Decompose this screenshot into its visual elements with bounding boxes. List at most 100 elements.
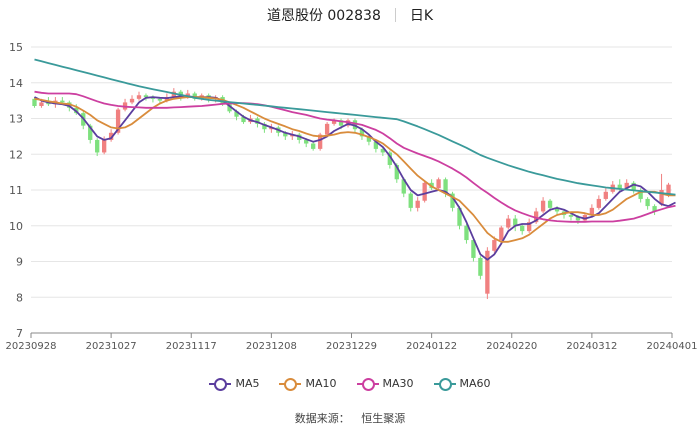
- x-tick-label: 20231229: [326, 341, 377, 352]
- candle-body: [380, 148, 386, 153]
- candle-body: [157, 98, 163, 101]
- x-tick-label: 20240122: [406, 341, 457, 352]
- legend-label: MA30: [382, 377, 414, 390]
- candle-body: [527, 222, 532, 232]
- candle-body: [659, 190, 664, 205]
- candle-body: [652, 206, 657, 212]
- candle-body: [262, 123, 267, 130]
- candle-body: [88, 125, 93, 140]
- candle-body: [485, 250, 490, 294]
- candle-body: [533, 211, 539, 223]
- source-label: 数据来源：: [294, 412, 350, 425]
- candle-body: [394, 164, 399, 180]
- legend-label: MA60: [459, 377, 491, 390]
- candle-body: [324, 123, 330, 135]
- candle-body: [547, 200, 553, 208]
- candle-body: [129, 98, 135, 103]
- candle-body: [422, 182, 427, 201]
- candle-body: [513, 218, 518, 226]
- x-tick-label: 20231027: [86, 341, 137, 352]
- legend-label: MA10: [305, 377, 337, 390]
- candle-body: [478, 257, 483, 276]
- series-line-ma30: [34, 90, 676, 223]
- legend-item-ma30[interactable]: MA30: [356, 377, 414, 391]
- candle-body: [359, 129, 365, 137]
- candle-body: [603, 191, 608, 199]
- y-tick-label: 7: [16, 327, 23, 340]
- y-tick-label: 8: [16, 291, 23, 304]
- candle-body: [32, 98, 37, 106]
- candle-body: [415, 200, 420, 208]
- candle-body: [457, 207, 462, 226]
- candle-body: [115, 109, 121, 133]
- candle-body: [450, 193, 455, 208]
- candle-body: [227, 104, 232, 112]
- y-tick-label: 11: [9, 184, 23, 197]
- candle-body: [311, 143, 316, 149]
- y-tick-label: 13: [9, 113, 23, 126]
- candle-body: [464, 225, 469, 241]
- chart-legend: MA5 MA10 MA30 MA60: [0, 377, 700, 391]
- candle-body: [101, 139, 107, 153]
- candle-body: [568, 215, 574, 217]
- candle-body: [443, 179, 448, 194]
- candle-body: [185, 93, 190, 98]
- y-tick-label: 12: [9, 148, 23, 161]
- legend-item-ma10[interactable]: MA10: [279, 377, 337, 391]
- y-tick-label: 9: [16, 256, 23, 269]
- candle-body: [317, 134, 323, 149]
- legend-item-ma60[interactable]: MA60: [433, 377, 491, 391]
- candle-body: [638, 190, 643, 199]
- candle-body: [596, 198, 602, 208]
- candle-body: [39, 102, 44, 106]
- candlestick-chart: 7 8 9 10 11 12 13 14 15 20230928 20231027 20231117 2…: [6, 41, 698, 352]
- x-tick-label: 20230928: [6, 341, 57, 352]
- chart-title: 道恩股份 002838 日K: [0, 4, 700, 26]
- legend-label: MA5: [235, 377, 260, 390]
- candle-body: [60, 100, 65, 103]
- candle-body: [540, 200, 546, 212]
- candle-body: [589, 207, 595, 216]
- candle-body: [283, 132, 288, 137]
- candle-body: [338, 120, 344, 126]
- series-line-ma10: [34, 96, 676, 243]
- y-tick-label: 10: [9, 220, 23, 233]
- legend-marker-icon: [356, 377, 379, 391]
- y-tick-label: 15: [9, 41, 23, 54]
- candle-body: [666, 184, 671, 196]
- y-tick-label: 14: [9, 77, 23, 90]
- candle-body: [373, 141, 379, 149]
- candle-body: [387, 152, 392, 165]
- data-source: 数据来源： 恒生聚源: [0, 410, 700, 426]
- legend-item-ma5[interactable]: MA5: [209, 377, 260, 391]
- candle-body: [234, 111, 239, 117]
- candle-body: [241, 116, 246, 123]
- title-separator: [394, 8, 396, 22]
- x-tick-label: 20240401: [647, 341, 698, 352]
- series-line-ma60: [34, 58, 676, 196]
- candle-body: [304, 139, 309, 144]
- candle-body: [366, 136, 372, 142]
- candle-body: [95, 139, 100, 153]
- candle-body: [136, 95, 142, 99]
- candle-body: [143, 95, 149, 98]
- candle-body: [575, 216, 581, 221]
- candle-body: [436, 179, 441, 189]
- source-name: 恒生聚源: [361, 412, 406, 425]
- candle-body: [506, 218, 511, 228]
- candle-body: [554, 207, 560, 212]
- x-tick-label: 20231208: [246, 341, 297, 352]
- period-label[interactable]: 日K: [409, 8, 434, 24]
- legend-marker-icon: [209, 377, 232, 391]
- candle-body: [520, 225, 525, 232]
- candle-body: [499, 227, 504, 241]
- candle-body: [492, 240, 497, 251]
- candle-body: [401, 179, 406, 194]
- x-tick-label: 20240312: [566, 341, 617, 352]
- candle-body: [331, 120, 337, 124]
- candle-body: [617, 184, 622, 189]
- candle-body: [624, 182, 629, 189]
- candle-body: [108, 132, 114, 140]
- stock-name-code: 道恩股份 002838: [266, 8, 381, 24]
- candle-body: [192, 93, 197, 99]
